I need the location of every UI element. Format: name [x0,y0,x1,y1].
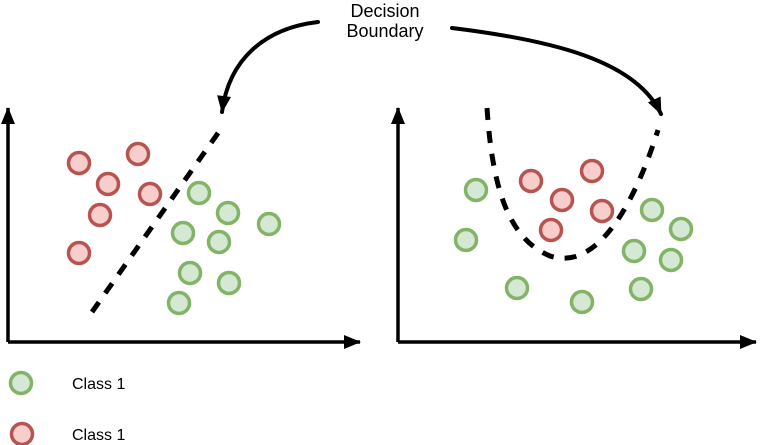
diagram-title-line1: Decision [350,1,419,21]
data-point-green [463,177,489,203]
right-pointer-arrow-icon [450,26,663,116]
data-point-green [170,220,196,246]
nonlinear-decision-boundary [484,107,661,261]
data-point-red [66,240,92,266]
data-point-red [137,181,163,207]
legend-swatch-green-icon [8,370,34,396]
data-point-red [579,158,605,184]
data-point-red [518,168,544,194]
right-plot-points [453,158,694,315]
legend: Class 1 Class 1 [8,370,125,445]
data-point-red [589,198,615,224]
data-point-green [216,270,242,296]
data-point-green [668,216,694,242]
data-point-red [66,150,92,176]
data-point-green [569,289,595,315]
data-point-red [125,141,151,167]
linear-decision-boundary [89,124,226,314]
data-point-red [549,187,575,213]
data-point-red [95,171,121,197]
data-point-green [186,180,212,206]
data-point-green [256,211,282,237]
left-plot [0,107,361,349]
legend-swatch-red-icon [9,421,35,445]
data-point-green [177,260,203,286]
left-plot-points [66,141,282,316]
data-point-red [87,202,113,228]
data-point-green [504,275,530,301]
data-point-green [658,247,684,273]
legend-label-red: Class 1 [72,427,125,444]
data-point-green [628,276,654,302]
legend-label-green: Class 1 [72,376,125,393]
data-point-green [206,229,232,255]
right-plot [391,107,757,349]
data-point-green [166,290,192,316]
data-point-green [639,197,665,223]
data-point-green [453,227,479,253]
data-point-green [621,238,647,264]
left-pointer-arrow-icon [217,20,320,114]
data-point-green [215,200,241,226]
diagram-title-line2: Boundary [346,21,423,41]
data-point-red [538,217,564,243]
